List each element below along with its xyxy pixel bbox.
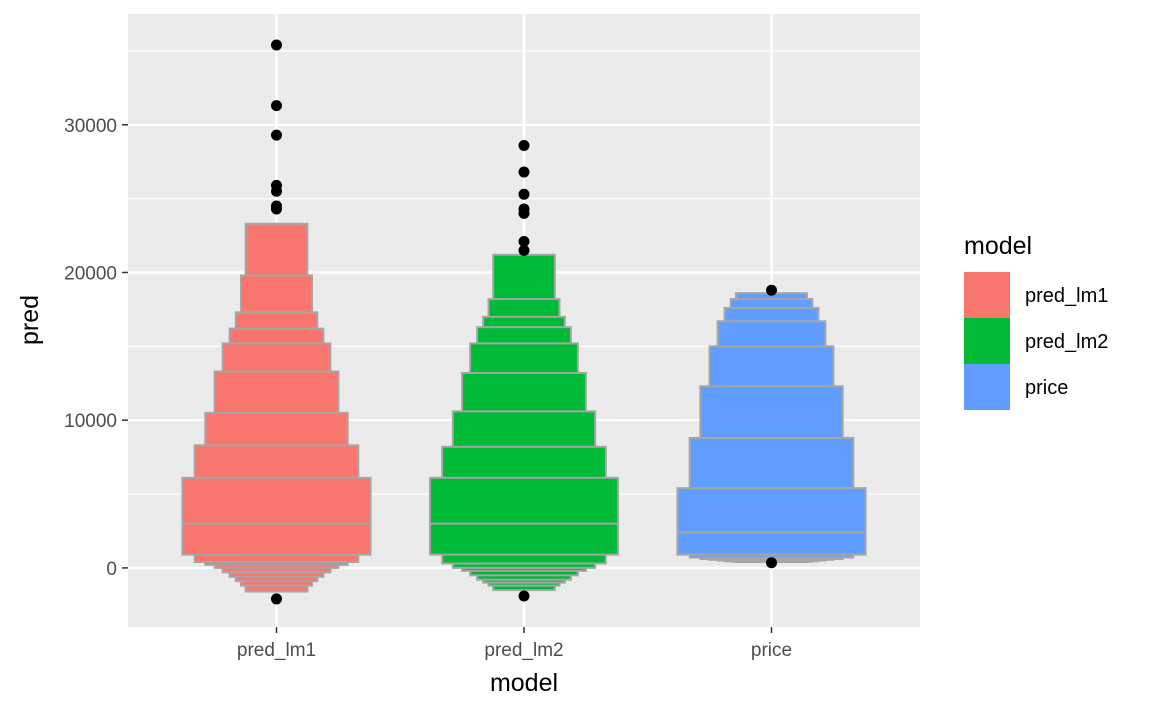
letter-value-box: [181, 476, 372, 556]
outlier-point: [518, 188, 530, 200]
x-axis-title: model: [490, 669, 558, 697]
legend-label: pred_lm2: [1025, 331, 1108, 353]
x-tick-label: pred_lm1: [237, 640, 316, 661]
x-tick-label: price: [751, 640, 792, 661]
outlier-point: [271, 203, 282, 215]
legend-key-price: [964, 364, 1010, 410]
legend-key-pred_lm1: [964, 272, 1010, 318]
x-tick-label: pred_lm2: [484, 640, 563, 661]
outlier-point: [518, 244, 530, 256]
y-axis-title: pred: [16, 295, 44, 345]
outlier-point: [766, 284, 777, 296]
series-pred_lm2: [428, 139, 620, 602]
y-tick-label: 20000: [64, 263, 117, 284]
outlier-point: [271, 39, 282, 51]
letter-value-box: [428, 476, 620, 556]
series-price: [676, 284, 867, 569]
legend-key-pred_lm2: [964, 318, 1010, 364]
y-tick-label: 30000: [64, 116, 117, 137]
outlier-point: [271, 100, 282, 112]
axes: 0 10000 20000 30000 pred_lm1 pred_lm2 price: [64, 116, 792, 661]
letter-value-box: [676, 487, 867, 556]
outlier-point: [518, 207, 530, 219]
outlier-point: [518, 166, 530, 178]
outlier-point: [271, 129, 282, 141]
legend-label: price: [1025, 377, 1068, 399]
outlier-point: [271, 185, 282, 197]
outlier-point: [271, 593, 282, 605]
plot-marks: [181, 39, 867, 605]
outlier-point: [518, 235, 530, 247]
outlier-point: [766, 557, 777, 569]
legend-title: model: [964, 232, 1032, 260]
y-tick-label: 10000: [64, 411, 117, 432]
outlier-point: [518, 590, 530, 602]
y-tick-label: 0: [106, 559, 117, 580]
outlier-point: [518, 139, 530, 151]
legend-label: pred_lm1: [1025, 285, 1108, 307]
series-pred_lm1: [181, 39, 372, 605]
